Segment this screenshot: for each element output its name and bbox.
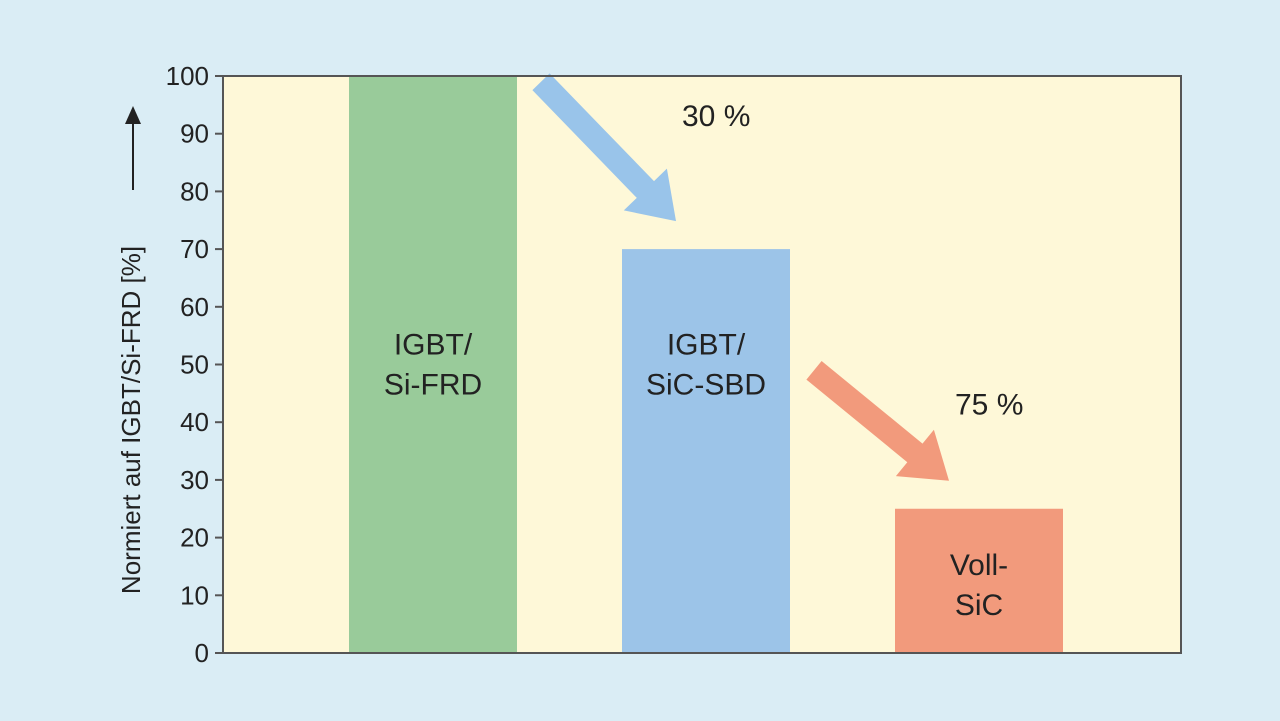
y-tick-label: 40 — [180, 407, 209, 437]
reduction-arrow-1 — [532, 73, 676, 222]
y-tick-label: 70 — [180, 234, 209, 264]
y-tick-label: 80 — [180, 176, 209, 206]
y-tick-label: 100 — [166, 61, 209, 91]
bar-label-line: SiC — [955, 589, 1003, 622]
y-tick-label: 50 — [180, 350, 209, 380]
bar-1 — [349, 76, 517, 653]
y-tick-label: 60 — [180, 292, 209, 322]
bar-label-line: Si-FRD — [384, 369, 482, 402]
bar-label-2: IGBT/SiC-SBD — [646, 329, 766, 402]
y-axis-title: Normiert auf IGBT/Si-FRD [%] — [116, 246, 146, 594]
bar-label-line: IGBT/ — [394, 329, 473, 362]
y-tick-label: 10 — [180, 580, 209, 610]
bar-3 — [895, 508, 1063, 653]
bar-label-line: IGBT/ — [667, 329, 746, 362]
bar-label-line: SiC-SBD — [646, 369, 766, 402]
reduction-label-1: 30 % — [682, 100, 750, 133]
reduction-label-2: 75 % — [955, 388, 1023, 421]
bar-2 — [622, 249, 790, 653]
reduction-arrow-2 — [806, 361, 949, 481]
bar-label-line: Voll- — [950, 549, 1008, 582]
y-tick-label: 20 — [180, 523, 209, 553]
bar-label-1: IGBT/Si-FRD — [384, 329, 482, 402]
y-tick-label: 0 — [195, 638, 209, 668]
y-tick-label: 90 — [180, 119, 209, 149]
bar-label-3: Voll- SiC — [950, 549, 1008, 622]
y-tick-label: 30 — [180, 465, 209, 495]
y-axis-arrowhead — [125, 106, 141, 124]
